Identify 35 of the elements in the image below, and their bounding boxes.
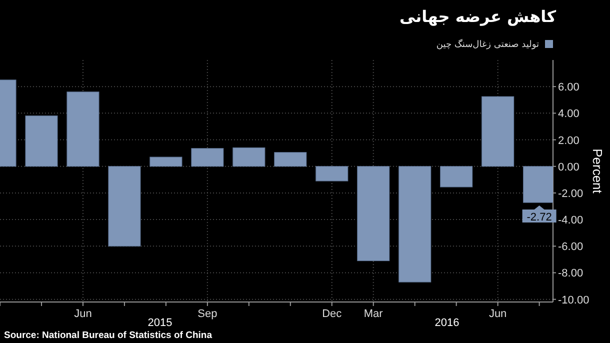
x-tick-label: Jun [74, 308, 92, 320]
bar [398, 166, 432, 282]
bar [316, 166, 348, 182]
bar [66, 92, 100, 167]
value-label: -2.72 [522, 206, 556, 224]
bar [357, 166, 390, 262]
legend-label: تولید صنعتی زغال‌سنگ چین [436, 38, 540, 50]
x-tick-label: Dec [322, 308, 342, 320]
title: کاهش عرضه جهانی [399, 7, 556, 26]
y-tick-label: -2.00 [558, 188, 584, 200]
bar [482, 96, 514, 167]
x-tick-label: Jun [488, 308, 507, 320]
y-tick-label: -10.00 [558, 294, 590, 306]
source-note: Source: National Bureau of Statistics of China [4, 330, 213, 341]
bar [108, 166, 141, 246]
bar [232, 147, 266, 167]
y-tick-label: 0.00 [558, 161, 580, 174]
bar [274, 152, 307, 167]
x-tick-label: Sep [198, 308, 218, 320]
text: 2016 [434, 317, 460, 329]
y-tick-label: -8.00 [558, 268, 584, 280]
x-tick-label: Mar [364, 308, 384, 320]
y-tick-label: -6.00 [558, 241, 584, 254]
y-tick-label: 4.00 [558, 108, 580, 120]
text: 2015 [148, 317, 172, 329]
bar [25, 116, 58, 167]
y-tick-label: 2.00 [558, 134, 580, 147]
data-label: -2.72 [526, 212, 552, 224]
y-axis-title: Percent [590, 148, 605, 194]
y-tick-label: 6.00 [558, 82, 580, 94]
bar [191, 148, 224, 167]
bar [150, 156, 182, 167]
legend: تولید صنعتی زغال‌سنگ چین [436, 40, 553, 50]
y-tick-label: -4.00 [558, 214, 584, 227]
bar [440, 166, 473, 188]
